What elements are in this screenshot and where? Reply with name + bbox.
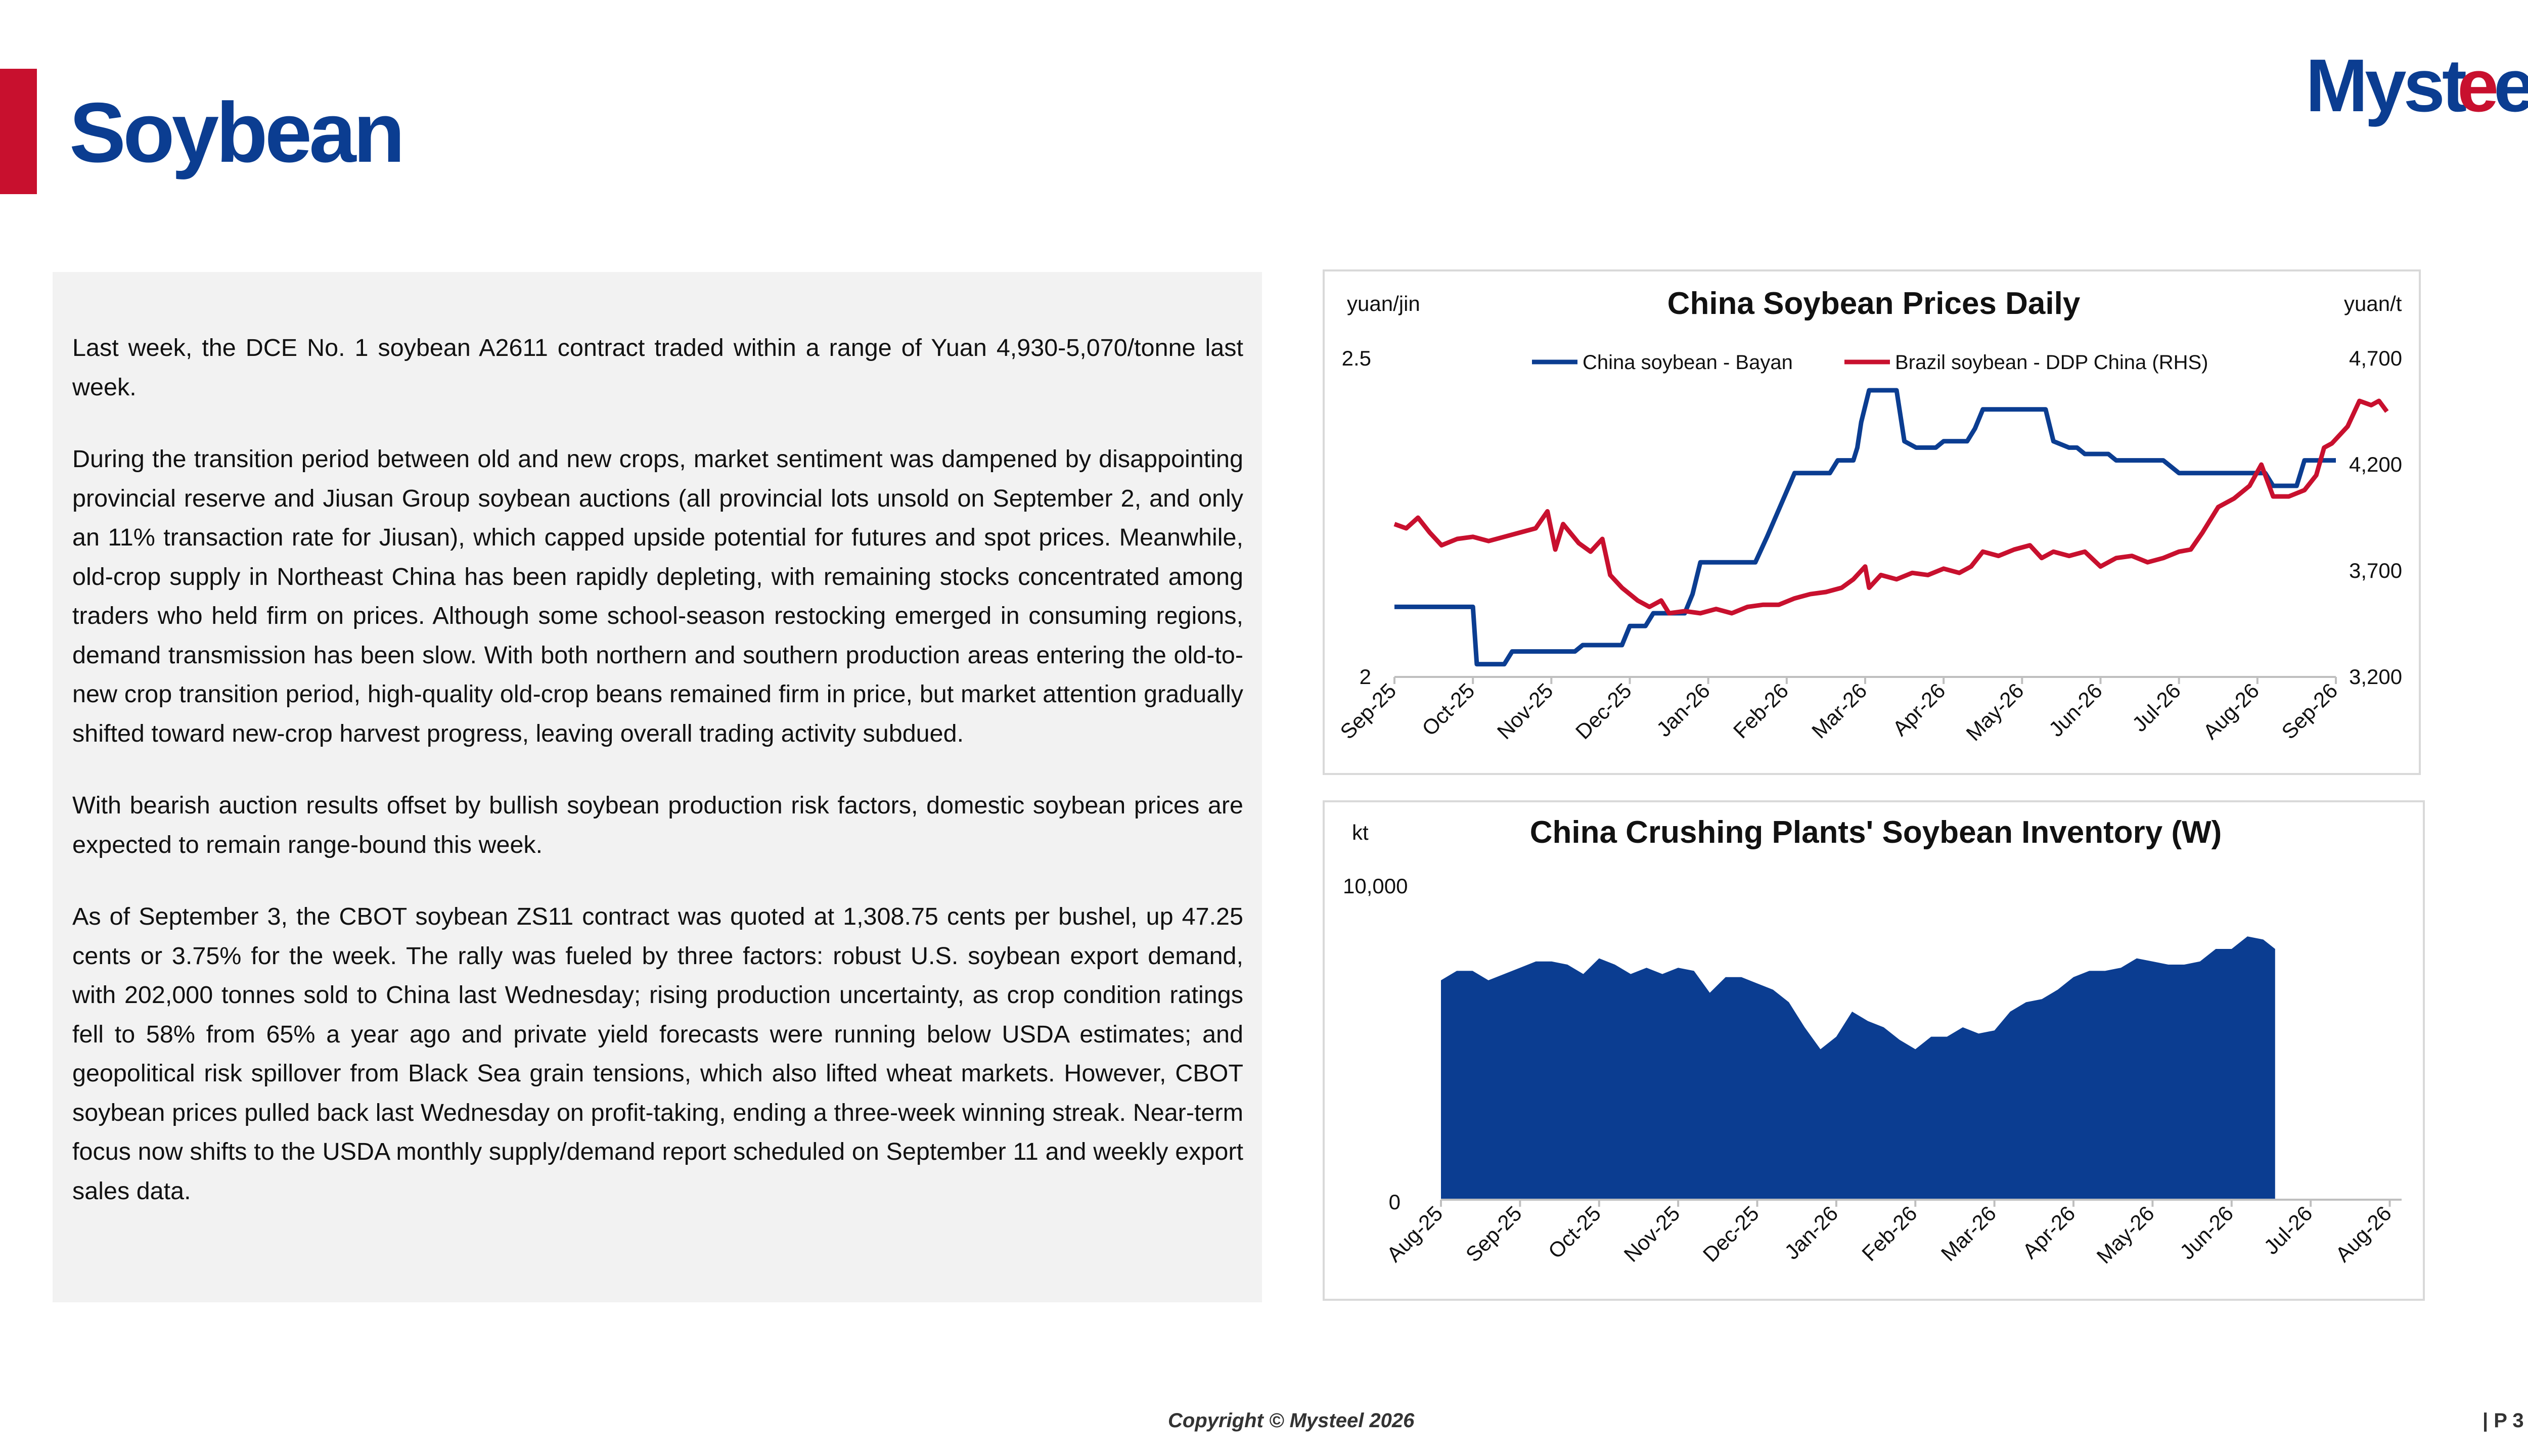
prices-series-line-bayan <box>1394 388 2336 667</box>
inventory-area <box>1441 936 2275 1200</box>
inventory-x-tick-label: Jan-26 <box>1780 1201 1842 1264</box>
inventory-x-tick-label: Aug-26 <box>2331 1201 2396 1266</box>
prices-left-unit: yuan/jin <box>1347 292 1420 315</box>
inventory-series <box>1441 936 2275 1200</box>
inventory-x-tick-label: Oct-25 <box>1544 1201 1605 1263</box>
prices-right-tick-1: 4,700 <box>2349 346 2402 370</box>
prices-x-tick-label: Apr-26 <box>1888 678 1950 740</box>
prices-chart-svg: China Soybean Prices Daily yuan/jin yuan… <box>1335 286 2402 745</box>
inventory-chart: China Crushing Plants' Soybean Inventory… <box>1323 800 2425 1301</box>
inventory-x-tick-label: Sep-25 <box>1461 1201 1526 1266</box>
inventory-x-axis: Aug-25 Sep-25 Oct-25 Nov-25 Dec-25 Jan-26 Feb-… <box>1382 1199 2402 1268</box>
prices-x-tick-label: Jan-26 <box>1652 678 1714 741</box>
title-accent-bar <box>0 69 37 194</box>
prices-x-tick-label: Sep-26 <box>2277 678 2342 744</box>
prices-x-tick-label: May-26 <box>1961 678 2028 745</box>
inventory-unit: kt <box>1352 821 1369 844</box>
inventory-chart-title: China Crushing Plants' Soybean Inventory… <box>1530 815 2222 850</box>
inventory-x-tick-label: Dec-25 <box>1698 1201 1764 1266</box>
inventory-chart-svg: China Crushing Plants' Soybean Inventory… <box>1343 815 2402 1268</box>
svg-text:e: e <box>2494 47 2528 127</box>
page-title: Soybean <box>69 85 405 180</box>
prices-right-tick-4: 3,200 <box>2349 665 2402 689</box>
inventory-x-tick-label: Nov-25 <box>1619 1201 1685 1266</box>
mysteel-logo: Myst e e l <box>2306 47 2528 127</box>
prices-x-tick-label: Nov-25 <box>1493 678 1558 744</box>
svg-text:e: e <box>2457 47 2499 127</box>
prices-x-tick-label: Oct-25 <box>1417 678 1479 740</box>
page-number: | P 3 <box>2482 1409 2524 1432</box>
inventory-x-tick-label: Jun-26 <box>2175 1201 2238 1264</box>
inventory-x-tick-label: Feb-26 <box>1857 1201 1921 1265</box>
legend-label-bayan: China soybean - Bayan <box>1583 351 1793 374</box>
prices-chart-title: China Soybean Prices Daily <box>1667 286 2081 321</box>
inventory-y-tick-top: 10,000 <box>1343 874 1408 898</box>
prices-x-tick-label: Mar-26 <box>1807 678 1871 743</box>
prices-series <box>1393 388 2389 667</box>
prices-x-tick-label: Aug-26 <box>2198 678 2264 744</box>
prices-legend: China soybean - Bayan Brazil soybean - D… <box>1532 351 2208 374</box>
paragraph-4: As of September 3, the CBOT soybean ZS11… <box>72 903 1243 1205</box>
prices-x-tick-label: Feb-26 <box>1729 678 1793 743</box>
prices-right-tick-3: 3,700 <box>2349 559 2402 582</box>
copyright-footer: Copyright © Mysteel 2026 <box>1168 1409 1415 1432</box>
prices-right-unit: yuan/t <box>2344 292 2402 315</box>
inventory-y-tick-bottom: 0 <box>1389 1190 1401 1214</box>
prices-x-tick-label: Dec-25 <box>1571 678 1636 744</box>
prices-x-tick-label: Jun-26 <box>2044 678 2107 741</box>
commentary-text: Last week, the DCE No. 1 soybean A2611 c… <box>72 329 1243 1244</box>
prices-series-line-brazil <box>1393 398 2389 616</box>
paragraph-2: During the transition period between old… <box>72 445 1243 747</box>
legend-label-brazil: Brazil soybean - DDP China (RHS) <box>1895 351 2208 374</box>
prices-left-tick-bottom: 2 <box>1360 665 1371 689</box>
prices-left-tick-top: 2.5 <box>1342 346 1371 370</box>
paragraph-3: With bearish auction results offset by b… <box>72 792 1243 858</box>
inventory-x-tick-label: Jul-26 <box>2259 1201 2317 1259</box>
prices-right-tick-2: 4,200 <box>2349 452 2402 476</box>
inventory-x-tick-label: May-26 <box>2092 1201 2158 1268</box>
prices-chart: China Soybean Prices Daily yuan/jin yuan… <box>1323 269 2421 775</box>
inventory-x-tick-label: Mar-26 <box>1936 1201 2001 1265</box>
inventory-x-tick-label: Apr-26 <box>2018 1201 2080 1263</box>
prices-x-tick-label: Jul-26 <box>2128 678 2185 736</box>
svg-text:Myst: Myst <box>2306 47 2466 127</box>
prices-x-axis: Sep-25 Oct-25 Nov-25 Dec-25 Jan-26 Feb-26 Mar-… <box>1335 676 2342 745</box>
paragraph-1: Last week, the DCE No. 1 soybean A2611 c… <box>72 334 1243 401</box>
commentary-panel: Last week, the DCE No. 1 soybean A2611 c… <box>53 272 1262 1302</box>
